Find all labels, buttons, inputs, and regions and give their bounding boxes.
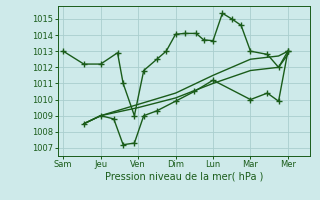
X-axis label: Pression niveau de la mer( hPa ): Pression niveau de la mer( hPa ) xyxy=(105,172,263,182)
